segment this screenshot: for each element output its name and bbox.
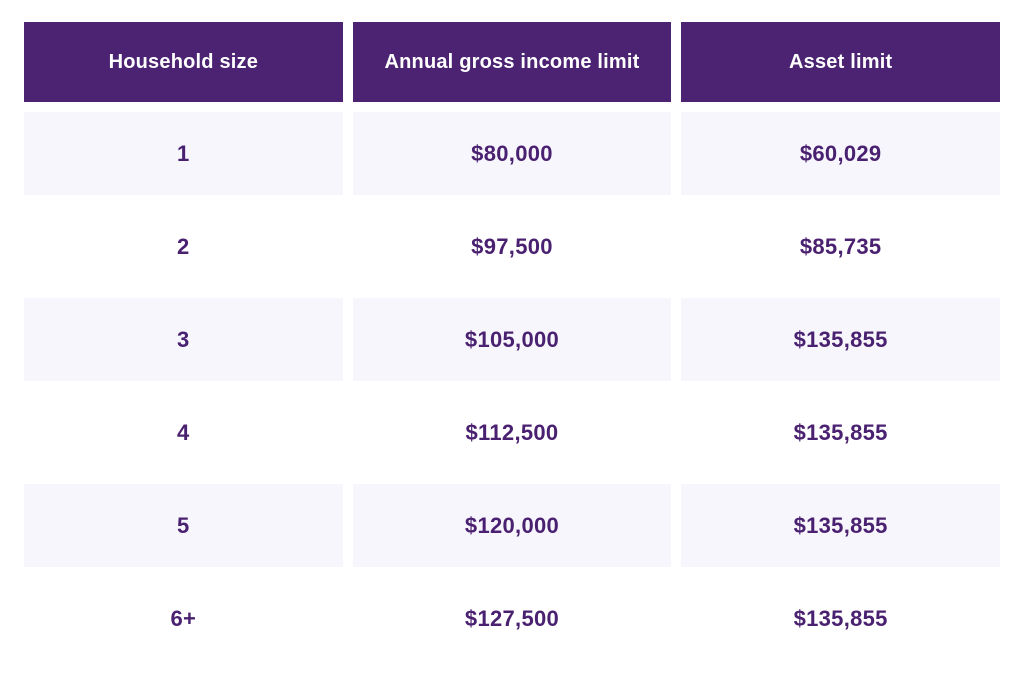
cell-asset-limit: $135,855 [681, 298, 1000, 381]
header-cell-household-size: Household size [24, 22, 343, 102]
eligibility-limits-table: Household size Annual gross income limit… [24, 22, 1000, 660]
cell-household-size: 1 [24, 112, 343, 195]
cell-income-limit: $105,000 [352, 298, 672, 381]
cell-household-size: 3 [24, 298, 343, 381]
cell-income-limit: $127,500 [352, 577, 672, 660]
cell-asset-limit: $135,855 [681, 391, 1000, 474]
table-row: 3 $105,000 $135,855 [24, 298, 1000, 381]
table-row: 2 $97,500 $85,735 [24, 205, 1000, 288]
cell-household-size: 5 [24, 484, 343, 567]
cell-household-size: 6+ [24, 577, 343, 660]
cell-income-limit: $97,500 [352, 205, 672, 288]
cell-income-limit: $120,000 [352, 484, 672, 567]
cell-income-limit: $80,000 [352, 112, 672, 195]
table-row: 6+ $127,500 $135,855 [24, 577, 1000, 660]
cell-household-size: 4 [24, 391, 343, 474]
cell-household-size: 2 [24, 205, 343, 288]
cell-income-limit: $112,500 [352, 391, 672, 474]
table-row: 1 $80,000 $60,029 [24, 112, 1000, 195]
cell-asset-limit: $60,029 [681, 112, 1000, 195]
cell-asset-limit: $85,735 [681, 205, 1000, 288]
table-row: 4 $112,500 $135,855 [24, 391, 1000, 474]
cell-asset-limit: $135,855 [681, 484, 1000, 567]
header-cell-asset-limit: Asset limit [681, 22, 1000, 102]
cell-asset-limit: $135,855 [681, 577, 1000, 660]
header-cell-annual-gross-income-limit: Annual gross income limit [352, 22, 672, 102]
table-row: 5 $120,000 $135,855 [24, 484, 1000, 567]
table-header-row: Household size Annual gross income limit… [24, 22, 1000, 102]
